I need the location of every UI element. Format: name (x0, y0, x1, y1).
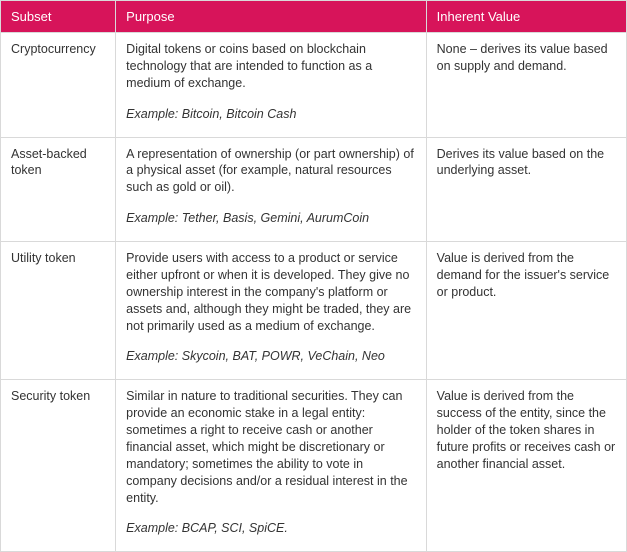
example-value: Skycoin, BAT, POWR, VeChain, Neo (182, 349, 385, 363)
table-row: Asset-backed tokenA representation of ow… (1, 137, 627, 242)
cell-subset: Cryptocurrency (1, 33, 116, 138)
purpose-example: Example: Tether, Basis, Gemini, AurumCoi… (126, 210, 415, 227)
cell-value: Value is derived from the demand for the… (426, 242, 626, 380)
purpose-text: Similar in nature to traditional securit… (126, 388, 415, 506)
cell-purpose: Provide users with access to a product o… (116, 242, 426, 380)
purpose-example: Example: Bitcoin, Bitcoin Cash (126, 106, 415, 123)
cell-subset: Utility token (1, 242, 116, 380)
table-row: CryptocurrencyDigital tokens or coins ba… (1, 33, 627, 138)
example-value: BCAP, SCI, SpiCE. (182, 521, 288, 535)
cell-value: Derives its value based on the underlyin… (426, 137, 626, 242)
purpose-text: Digital tokens or coins based on blockch… (126, 41, 415, 92)
table-row: Security tokenSimilar in nature to tradi… (1, 380, 627, 552)
cell-subset: Asset-backed token (1, 137, 116, 242)
example-label: Example: (126, 521, 178, 535)
purpose-example: Example: Skycoin, BAT, POWR, VeChain, Ne… (126, 348, 415, 365)
cell-value: None – derives its value based on supply… (426, 33, 626, 138)
cell-subset: Security token (1, 380, 116, 552)
cell-purpose: Similar in nature to traditional securit… (116, 380, 426, 552)
crypto-subset-table: Subset Purpose Inherent Value Cryptocurr… (0, 0, 627, 552)
header-value: Inherent Value (426, 1, 626, 33)
cell-purpose: Digital tokens or coins based on blockch… (116, 33, 426, 138)
cell-purpose: A representation of ownership (or part o… (116, 137, 426, 242)
header-purpose: Purpose (116, 1, 426, 33)
table-row: Utility tokenProvide users with access t… (1, 242, 627, 380)
purpose-text: Provide users with access to a product o… (126, 250, 415, 334)
header-subset: Subset (1, 1, 116, 33)
purpose-text: A representation of ownership (or part o… (126, 146, 415, 197)
example-value: Tether, Basis, Gemini, AurumCoin (182, 211, 369, 225)
example-label: Example: (126, 349, 178, 363)
purpose-example: Example: BCAP, SCI, SpiCE. (126, 520, 415, 537)
example-label: Example: (126, 211, 178, 225)
example-value: Bitcoin, Bitcoin Cash (182, 107, 297, 121)
example-label: Example: (126, 107, 178, 121)
cell-value: Value is derived from the success of the… (426, 380, 626, 552)
table-body: CryptocurrencyDigital tokens or coins ba… (1, 33, 627, 552)
table-header-row: Subset Purpose Inherent Value (1, 1, 627, 33)
